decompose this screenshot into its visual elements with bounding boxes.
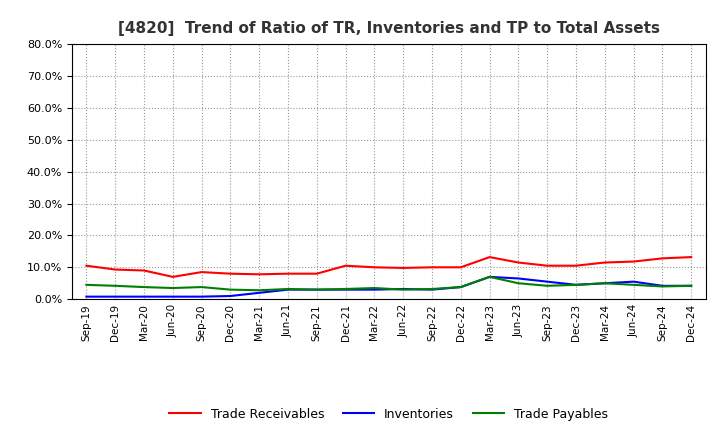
Inventories [82, 294, 91, 299]
Trade Payables [226, 287, 235, 292]
Trade Payables [399, 287, 408, 292]
Inventories [341, 287, 350, 292]
Trade Payables [284, 286, 292, 292]
Trade Receivables [284, 271, 292, 276]
Line: Inventories: Inventories [86, 277, 691, 297]
Inventories [456, 284, 465, 290]
Trade Payables [456, 284, 465, 290]
Trade Payables [197, 284, 206, 290]
Inventories [629, 279, 638, 284]
Trade Receivables [658, 256, 667, 261]
Trade Receivables [341, 263, 350, 268]
Trade Receivables [543, 263, 552, 268]
Line: Trade Receivables: Trade Receivables [86, 257, 691, 277]
Trade Receivables [687, 254, 696, 260]
Trade Receivables [600, 260, 609, 265]
Trade Payables [543, 283, 552, 289]
Trade Payables [82, 282, 91, 287]
Inventories [658, 283, 667, 289]
Trade Receivables [399, 265, 408, 271]
Inventories [284, 287, 292, 292]
Trade Receivables [197, 269, 206, 275]
Trade Receivables [370, 265, 379, 270]
Trade Payables [370, 286, 379, 291]
Trade Payables [658, 284, 667, 289]
Inventories [255, 290, 264, 296]
Trade Receivables [82, 263, 91, 268]
Inventories [399, 286, 408, 292]
Inventories [312, 287, 321, 292]
Trade Payables [428, 286, 436, 292]
Inventories [514, 276, 523, 281]
Trade Receivables [572, 263, 580, 268]
Trade Payables [485, 274, 494, 279]
Trade Payables [600, 281, 609, 286]
Trade Receivables [168, 274, 177, 279]
Title: [4820]  Trend of Ratio of TR, Inventories and TP to Total Assets: [4820] Trend of Ratio of TR, Inventories… [118, 21, 660, 36]
Trade Receivables [255, 271, 264, 277]
Inventories [226, 293, 235, 299]
Trade Payables [572, 282, 580, 287]
Legend: Trade Receivables, Inventories, Trade Payables: Trade Receivables, Inventories, Trade Pa… [164, 403, 613, 425]
Trade Receivables [226, 271, 235, 276]
Trade Receivables [485, 254, 494, 260]
Inventories [111, 294, 120, 299]
Trade Payables [514, 281, 523, 286]
Trade Payables [312, 287, 321, 292]
Trade Receivables [140, 268, 148, 273]
Trade Payables [341, 286, 350, 292]
Line: Trade Payables: Trade Payables [86, 277, 691, 290]
Inventories [543, 279, 552, 284]
Inventories [370, 287, 379, 292]
Inventories [168, 294, 177, 299]
Trade Receivables [514, 260, 523, 265]
Inventories [428, 287, 436, 292]
Trade Payables [140, 284, 148, 290]
Trade Receivables [629, 259, 638, 264]
Inventories [140, 294, 148, 299]
Trade Receivables [456, 265, 465, 270]
Trade Payables [255, 288, 264, 293]
Inventories [600, 281, 609, 286]
Inventories [485, 274, 494, 279]
Trade Receivables [312, 271, 321, 276]
Trade Payables [687, 283, 696, 289]
Inventories [572, 282, 580, 287]
Trade Receivables [428, 265, 436, 270]
Trade Receivables [111, 267, 120, 272]
Trade Payables [168, 286, 177, 291]
Inventories [197, 294, 206, 299]
Trade Payables [629, 282, 638, 287]
Trade Payables [111, 283, 120, 289]
Inventories [687, 283, 696, 289]
